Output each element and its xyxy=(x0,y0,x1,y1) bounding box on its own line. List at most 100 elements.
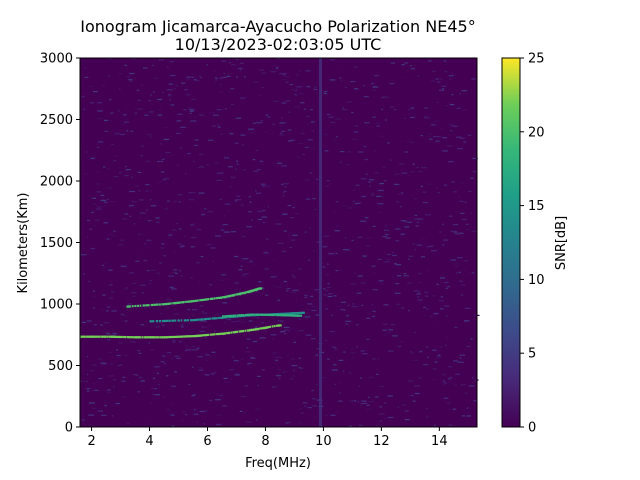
noise-cell xyxy=(311,130,315,132)
noise-cell xyxy=(298,268,302,270)
trace-point xyxy=(259,313,263,316)
noise-cell xyxy=(409,171,415,173)
noise-cell xyxy=(449,215,453,217)
trace-point xyxy=(116,335,120,338)
noise-cell xyxy=(96,191,101,193)
noise-cell xyxy=(338,359,344,361)
noise-cell xyxy=(171,425,174,427)
noise-cell xyxy=(228,186,233,188)
noise-cell xyxy=(193,303,198,305)
noise-cell xyxy=(268,133,275,135)
trace-point xyxy=(255,328,260,331)
trace-point xyxy=(158,303,161,306)
noise-cell xyxy=(395,228,401,230)
noise-cell xyxy=(244,412,247,414)
noise-cell xyxy=(196,421,198,423)
noise-cell xyxy=(379,283,385,285)
noise-cell xyxy=(425,132,428,134)
noise-cell xyxy=(335,201,339,203)
noise-cell xyxy=(114,133,120,136)
trace-point xyxy=(286,312,290,315)
noise-cell xyxy=(247,363,250,365)
noise-cell xyxy=(133,373,137,376)
noise-cell xyxy=(123,314,127,317)
noise-cell xyxy=(360,377,362,379)
noise-cell xyxy=(435,136,441,138)
noise-cell xyxy=(161,158,165,161)
noise-cell xyxy=(410,107,414,109)
noise-cell xyxy=(172,151,178,153)
noise-cell xyxy=(375,122,381,124)
noise-cell xyxy=(169,286,174,288)
noise-cell xyxy=(219,68,222,70)
colorbar-tick-label: 25 xyxy=(528,52,545,67)
noise-cell xyxy=(96,206,102,208)
noise-cell xyxy=(300,412,304,414)
noise-cell xyxy=(118,73,123,75)
noise-cell xyxy=(472,157,478,160)
noise-cell xyxy=(98,358,102,360)
noise-cell xyxy=(157,160,163,163)
noise-cell xyxy=(340,161,342,163)
noise-cell xyxy=(401,172,408,174)
noise-cell xyxy=(223,321,227,324)
trace-point xyxy=(203,318,206,321)
trace-point xyxy=(228,294,232,297)
noise-cell xyxy=(373,85,375,87)
trace-layer xyxy=(80,287,305,339)
noise-cell xyxy=(123,288,127,290)
noise-cell xyxy=(305,308,310,310)
noise-cell xyxy=(125,184,132,186)
noise-cell xyxy=(314,417,317,419)
noise-cell xyxy=(231,64,236,66)
noise-cell xyxy=(360,282,367,284)
noise-cell xyxy=(343,370,345,372)
noise-cell xyxy=(326,185,329,187)
trace-point xyxy=(232,331,236,334)
noise-cell xyxy=(175,420,179,422)
noise-cell xyxy=(292,370,296,372)
noise-cell xyxy=(436,187,438,189)
noise-cell xyxy=(211,373,215,375)
noise-cell xyxy=(359,183,363,185)
noise-cell xyxy=(90,157,95,159)
trace-point xyxy=(263,326,268,329)
trace-point xyxy=(244,329,247,332)
noise-cell xyxy=(434,424,436,427)
trace-point xyxy=(195,299,198,302)
noise-cell xyxy=(396,201,400,203)
noise-cell xyxy=(315,355,319,357)
noise-cell xyxy=(153,77,158,79)
noise-cell xyxy=(377,203,384,205)
noise-cell xyxy=(328,293,333,295)
noise-cell xyxy=(134,112,137,114)
noise-cell xyxy=(225,297,230,299)
trace-point xyxy=(215,317,218,320)
noise-cell xyxy=(327,382,331,384)
noise-cell xyxy=(360,350,365,352)
noise-cell xyxy=(272,386,274,388)
trace-point xyxy=(296,312,299,315)
noise-cell xyxy=(302,153,305,156)
noise-cell xyxy=(106,333,110,335)
noise-cell xyxy=(193,413,199,415)
noise-cell xyxy=(392,276,394,278)
noise-cell xyxy=(171,385,176,387)
noise-cell xyxy=(170,358,174,360)
noise-cell xyxy=(110,334,116,336)
noise-cell xyxy=(150,205,157,207)
noise-cell xyxy=(282,252,284,254)
trace-point xyxy=(102,335,106,338)
trace-point xyxy=(242,314,245,317)
noise-cell xyxy=(309,109,313,111)
noise-cell xyxy=(374,172,379,174)
noise-cell xyxy=(103,222,109,224)
trace-point xyxy=(245,291,247,294)
noise-cell xyxy=(327,263,329,265)
noise-cell xyxy=(166,299,172,301)
noise-cell xyxy=(329,79,336,81)
noise-cell xyxy=(166,200,170,202)
noise-cell xyxy=(118,364,120,367)
noise-cell xyxy=(273,403,276,405)
noise-cell xyxy=(281,130,285,132)
